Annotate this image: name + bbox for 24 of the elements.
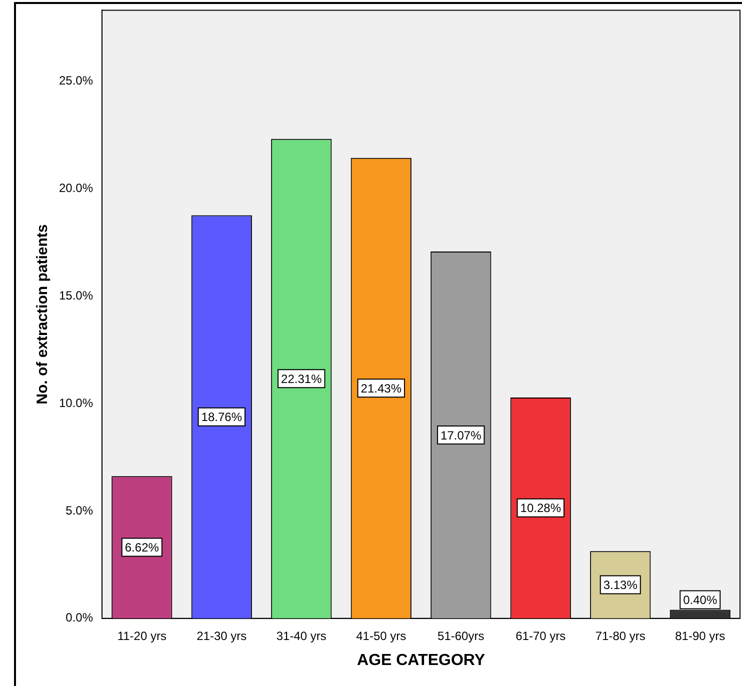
y-tick-label: 0.0% [66,610,94,625]
y-tick-label: 25.0% [58,73,94,88]
x-tick-label: 51-60yrs [438,628,484,643]
data-label: 3.13% [603,578,638,592]
data-label: 18.76% [201,410,242,424]
x-tick-label: 61-70 yrs [516,628,566,643]
y-axis-title: No. of extraction patients [34,224,52,404]
y-tick-label: 20.0% [58,180,94,195]
x-tick-label: 71-80 yrs [595,628,646,643]
data-label: 6.62% [124,540,160,555]
y-tick-label: 10.0% [58,396,94,410]
data-label: 17.07% [440,428,482,442]
y-tick-label: 5.0% [66,503,94,518]
data-label: 10.28% [520,501,562,516]
y-tick-label: 15.0% [58,288,94,302]
data-label: 0.40% [683,593,718,608]
x-tick-label: 31-40 yrs [276,628,326,643]
x-tick-label: 21-30 yrs [196,628,247,643]
data-label: 22.31% [281,372,322,386]
x-axis-title: AGE CATEGORY [357,652,486,669]
data-label: 21.43% [360,381,402,396]
x-tick-label: 81-90 yrs [675,628,726,643]
x-tick-label: 41-50 yrs [356,628,406,643]
x-tick-label: 11-20 yrs [117,628,166,643]
